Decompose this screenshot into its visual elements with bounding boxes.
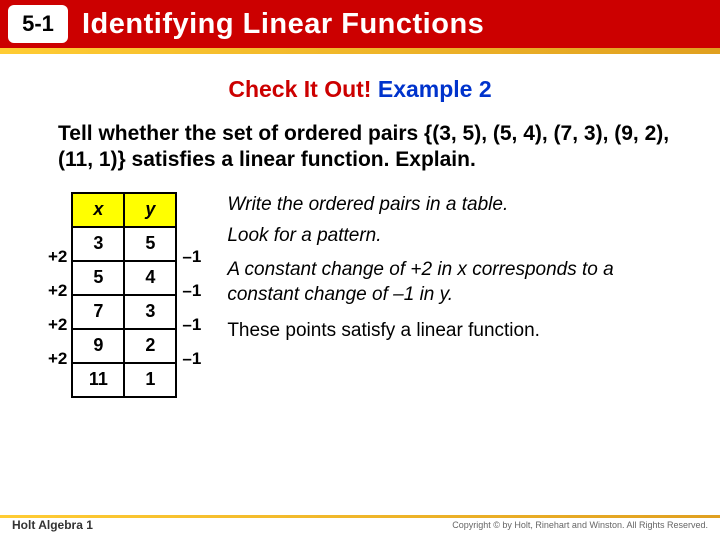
note-final: These points satisfy a linear function.: [227, 318, 690, 344]
footer: Holt Algebra 1 Copyright © by Holt, Rine…: [0, 514, 720, 536]
lesson-title: Identifying Linear Functions: [82, 8, 484, 41]
col-y-header: y: [124, 193, 176, 227]
cell-y: 2: [124, 329, 176, 363]
footer-book: Holt Algebra 1: [12, 518, 93, 532]
table-row: 111: [72, 363, 176, 397]
lesson-badge: 5-1: [8, 5, 68, 43]
note-line3: A constant change of +2 in x corresponds…: [227, 257, 690, 308]
delta-x: +2: [48, 240, 69, 274]
cell-y: 1: [124, 363, 176, 397]
footer-copyright: Copyright © by Holt, Rinehart and Winsto…: [452, 520, 708, 530]
subtitle-blue: Example 2: [378, 76, 492, 102]
cell-x: 3: [72, 227, 124, 261]
delta-y: –1: [180, 274, 201, 308]
cell-x: 7: [72, 295, 124, 329]
delta-y: –1: [180, 240, 201, 274]
delta-x: +2: [48, 308, 69, 342]
col-x-header: x: [72, 193, 124, 227]
right-deltas: –1 –1 –1 –1: [180, 240, 201, 376]
cell-x: 11: [72, 363, 124, 397]
table-row: 54: [72, 261, 176, 295]
prompt-text: Tell whether the set of ordered pairs {(…: [58, 121, 680, 174]
cell-y: 3: [124, 295, 176, 329]
note-line2: Look for a pattern.: [227, 223, 690, 249]
delta-x: +2: [48, 342, 69, 376]
cell-x: 5: [72, 261, 124, 295]
table-row: 35: [72, 227, 176, 261]
divider-bar: [0, 48, 720, 54]
xy-table: x y 35 54 73 92 111: [71, 192, 177, 398]
subtitle: Check It Out! Example 2: [0, 76, 720, 103]
cell-x: 9: [72, 329, 124, 363]
table-wrap: +2 +2 +2 +2 x y 35 54 73 92 111 –1 –1 –1…: [48, 192, 201, 398]
left-deltas: +2 +2 +2 +2: [48, 240, 69, 376]
delta-y: –1: [180, 308, 201, 342]
subtitle-red: Check It Out!: [228, 76, 371, 102]
header-bar: 5-1 Identifying Linear Functions: [0, 0, 720, 48]
table-row: 92: [72, 329, 176, 363]
note-line1: Write the ordered pairs in a table.: [227, 192, 690, 218]
table-row: 73: [72, 295, 176, 329]
delta-y: –1: [180, 342, 201, 376]
cell-y: 5: [124, 227, 176, 261]
delta-x: +2: [48, 274, 69, 308]
cell-y: 4: [124, 261, 176, 295]
notes: Write the ordered pairs in a table. Look…: [227, 192, 720, 344]
content-area: +2 +2 +2 +2 x y 35 54 73 92 111 –1 –1 –1…: [0, 192, 720, 398]
